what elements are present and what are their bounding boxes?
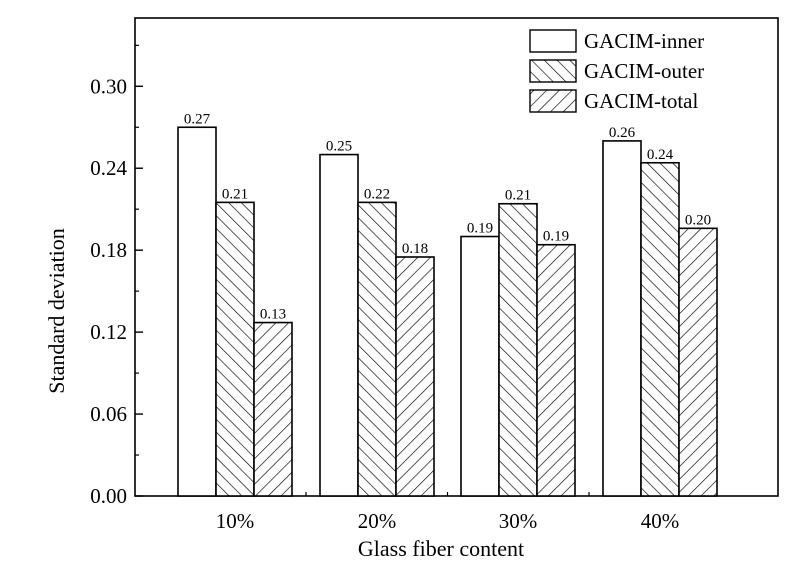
data-labels: 0.27 0.21 0.13 0.25 0.22 0.18 0.19 0.21 0.19 0.26… (184, 111, 711, 322)
bar (536, 243, 576, 497)
x-tick-label: 20% (358, 509, 397, 533)
bar (678, 227, 718, 497)
legend-label: GACIM-outer (584, 59, 704, 83)
bar (215, 201, 255, 497)
bar-data-label: 0.22 (364, 186, 390, 202)
legend-swatch (529, 29, 577, 53)
bar (253, 321, 293, 497)
bar (602, 140, 642, 497)
y-tick-label: 0.00 (90, 484, 127, 508)
legend: GACIM-inner GACIM-outer GACIM-total (529, 29, 704, 113)
x-tick-label: 40% (641, 509, 680, 533)
y-tick-label: 0.12 (90, 320, 127, 344)
bar-data-label: 0.21 (222, 186, 248, 202)
bar-data-label: 0.20 (685, 212, 711, 228)
x-tick-label: 10% (216, 509, 255, 533)
x-tick-label: 30% (499, 509, 538, 533)
bar-data-label: 0.13 (260, 307, 286, 323)
bar-data-label: 0.19 (543, 229, 569, 245)
plot-frame (134, 17, 779, 497)
bar (357, 201, 397, 497)
legend-swatch (529, 59, 577, 83)
axes: 0.00 0.06 0.12 0.18 0.24 0.30 10% 20% 30% 40% (90, 17, 779, 533)
legend-label: GACIM-total (584, 89, 698, 113)
bar-data-label: 0.21 (505, 188, 531, 204)
y-axis-title: Standard deviation (44, 228, 69, 394)
legend-label: GACIM-inner (584, 29, 704, 53)
bar (177, 126, 217, 497)
bar (460, 235, 500, 497)
y-tick-label: 0.18 (90, 238, 127, 262)
bar (640, 161, 680, 497)
bar-data-label: 0.25 (326, 139, 352, 155)
bars (177, 126, 718, 497)
x-axis-title: Glass fiber content (358, 536, 524, 561)
bar (395, 256, 435, 497)
bar-data-label: 0.19 (467, 221, 493, 237)
y-tick-label: 0.30 (90, 74, 127, 98)
bar-data-label: 0.27 (184, 111, 211, 127)
bar-data-label: 0.24 (647, 147, 674, 163)
y-tick-label: 0.24 (90, 156, 127, 180)
y-tick-label: 0.06 (90, 402, 127, 426)
legend-swatch (529, 89, 577, 113)
bar-data-label: 0.26 (609, 125, 636, 141)
bar (498, 202, 538, 497)
bar-data-label: 0.18 (402, 241, 428, 257)
bar (319, 153, 359, 497)
